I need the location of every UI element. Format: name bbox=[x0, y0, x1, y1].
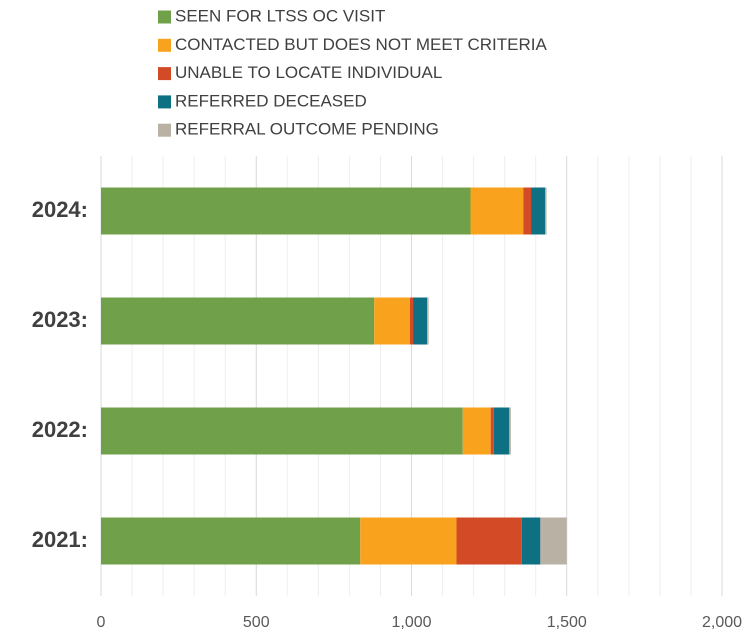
legend-label: REFERRAL OUTCOME PENDING bbox=[175, 120, 439, 139]
legend-label: REFERRED DECEASED bbox=[175, 91, 367, 110]
legend-label: UNABLE TO LOCATE INDIVIDUAL bbox=[175, 63, 442, 82]
bar-segment bbox=[470, 187, 524, 235]
x-tick-label: 0 bbox=[97, 614, 106, 631]
x-tick-label: 2,000 bbox=[702, 614, 742, 631]
category-label: 2022: bbox=[32, 417, 88, 442]
legend-label: CONTACTED BUT DOES NOT MEET CRITERIA bbox=[175, 35, 547, 54]
x-tick-label: 1,000 bbox=[391, 614, 431, 631]
bar-segment bbox=[101, 187, 471, 235]
legend-swatch bbox=[158, 38, 171, 52]
bar-segment bbox=[493, 407, 510, 455]
legend-swatch bbox=[158, 95, 171, 109]
bar-segment bbox=[540, 517, 567, 565]
category-label: 2021: bbox=[32, 527, 88, 552]
bar-segment bbox=[523, 187, 532, 235]
bar-segment bbox=[531, 187, 546, 235]
bar-segment bbox=[462, 407, 491, 455]
x-tick-label: 1,500 bbox=[547, 614, 587, 631]
bar-segment bbox=[490, 407, 494, 455]
legend-label: SEEN FOR LTSS OC VISIT bbox=[175, 6, 385, 25]
legend-swatch bbox=[158, 67, 171, 81]
bar-segment bbox=[521, 517, 541, 565]
bar-segment bbox=[545, 187, 547, 235]
legend-swatch bbox=[158, 123, 171, 137]
category-label: 2023: bbox=[32, 307, 88, 332]
bar-segment bbox=[427, 297, 429, 345]
bar-segment bbox=[101, 407, 463, 455]
bar-segment bbox=[360, 517, 457, 565]
category-label: 2024: bbox=[32, 197, 88, 222]
bar-segment bbox=[409, 297, 414, 345]
bar-segment bbox=[101, 517, 361, 565]
x-tick-label: 500 bbox=[243, 614, 270, 631]
bar-segment bbox=[101, 297, 375, 345]
bar-segment bbox=[374, 297, 410, 345]
legend-swatch bbox=[158, 10, 171, 24]
bar-segment bbox=[509, 407, 511, 455]
bar-segment bbox=[456, 517, 522, 565]
bar-segment bbox=[413, 297, 428, 345]
